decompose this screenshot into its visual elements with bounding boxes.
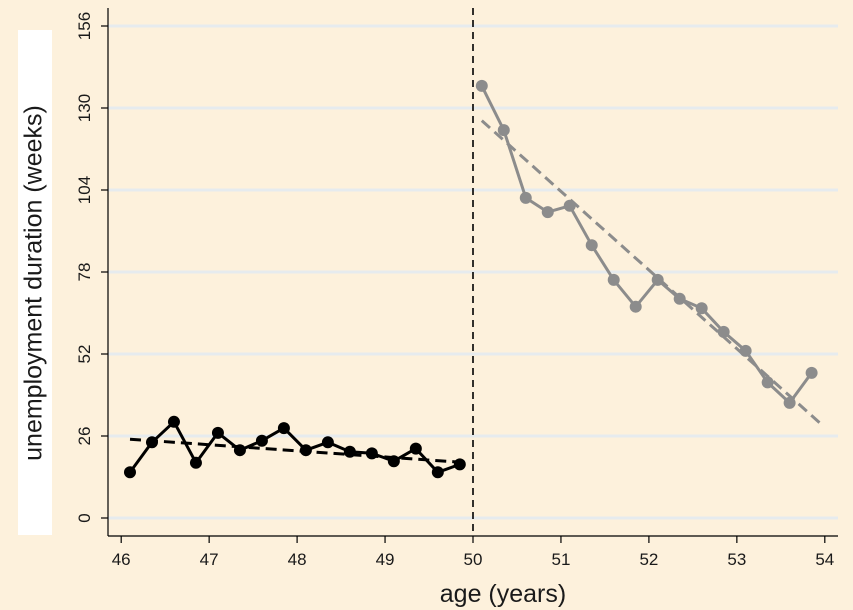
y-tick-label-0: 0 [75,513,94,522]
series-1-point-1 [497,124,510,137]
fit-line-3 [480,119,822,425]
series-0-point-15 [453,458,466,471]
series-1-point-10 [695,302,708,315]
series-line-1 [480,85,813,405]
x-tick-label-3: 49 [376,550,395,569]
series-group [123,79,818,479]
series-0-point-10 [343,445,356,458]
series-1-point-12 [739,344,752,357]
series-1-point-0 [475,79,488,92]
y-tick-label-1: 26 [75,427,94,446]
series-0-point-8 [299,444,312,457]
x-tick-label-1: 47 [200,550,219,569]
series-0-point-2 [167,415,180,428]
series-1-point-3 [541,206,554,219]
series-0-point-5 [233,444,246,457]
x-tick-label-5: 51 [551,550,570,569]
y-tick-label-3: 78 [75,263,94,282]
series-1-point-11 [717,325,730,338]
series-line-0 [128,420,461,474]
x-tick-label-4: 50 [464,550,483,569]
y-title-box [18,30,52,535]
series-1-point-5 [585,239,598,252]
series-0-point-1 [145,436,158,449]
series-0-point-7 [277,422,290,435]
x-tick-label-8: 54 [815,550,834,569]
series-0-point-13 [409,442,422,455]
series-0-point-12 [387,455,400,468]
series-1-point-9 [673,292,686,305]
series-1-point-7 [629,300,642,313]
series-1-point-4 [563,199,576,212]
series-0-point-3 [189,456,202,469]
y-tick-label-4: 104 [75,176,94,204]
series-0-point-0 [123,466,136,479]
series-1-point-6 [607,273,620,286]
series-0-point-4 [211,426,224,439]
y-axis-title: unemployment duration (weeks) [20,105,48,461]
series-0-point-14 [431,466,444,479]
x-tick-label-7: 53 [727,550,746,569]
series-1-point-13 [761,376,774,389]
series-1-point-15 [805,366,818,379]
series-0-point-11 [365,447,378,460]
x-axis-title: age (years) [440,580,566,608]
series-0-point-9 [321,436,334,449]
x-tick-label-2: 48 [288,550,307,569]
x-tick-label-0: 46 [112,550,131,569]
y-tick-label-6: 156 [75,12,94,40]
axis-ticks: 0 26 52 78 104 130 156 46 47 48 49 50 51 52 53 54 [75,12,834,569]
y-tick-label-2: 52 [75,345,94,364]
series-1-point-14 [783,396,796,409]
y-tick-label-5: 130 [75,94,94,122]
series-1-point-8 [651,273,664,286]
series-0-point-6 [255,434,268,447]
x-tick-label-6: 52 [639,550,658,569]
series-1-point-2 [519,191,532,204]
